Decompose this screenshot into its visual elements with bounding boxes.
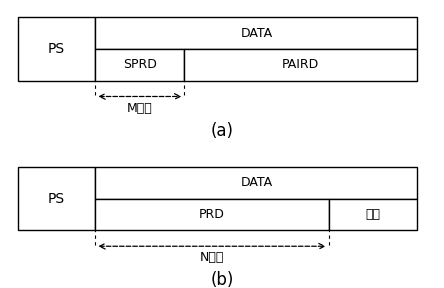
Text: (a): (a) [210,122,234,140]
Text: PS: PS [48,192,65,206]
Text: SPRD: SPRD [123,58,157,71]
Text: N比特: N比特 [200,251,224,264]
Text: 其他: 其他 [365,208,381,221]
Bar [184,49,417,81]
Bar [95,49,184,81]
Text: PRD: PRD [199,208,225,221]
Bar [95,167,417,199]
Text: M比特: M比特 [127,101,153,115]
Bar [18,167,95,230]
Bar [95,17,417,49]
Text: PAIRD: PAIRD [282,58,319,71]
Text: DATA: DATA [240,176,273,190]
Text: (b): (b) [210,271,234,288]
Text: PS: PS [48,42,65,56]
Bar [18,17,95,81]
Text: DATA: DATA [240,26,273,40]
Bar [329,199,417,230]
Bar [95,199,329,230]
